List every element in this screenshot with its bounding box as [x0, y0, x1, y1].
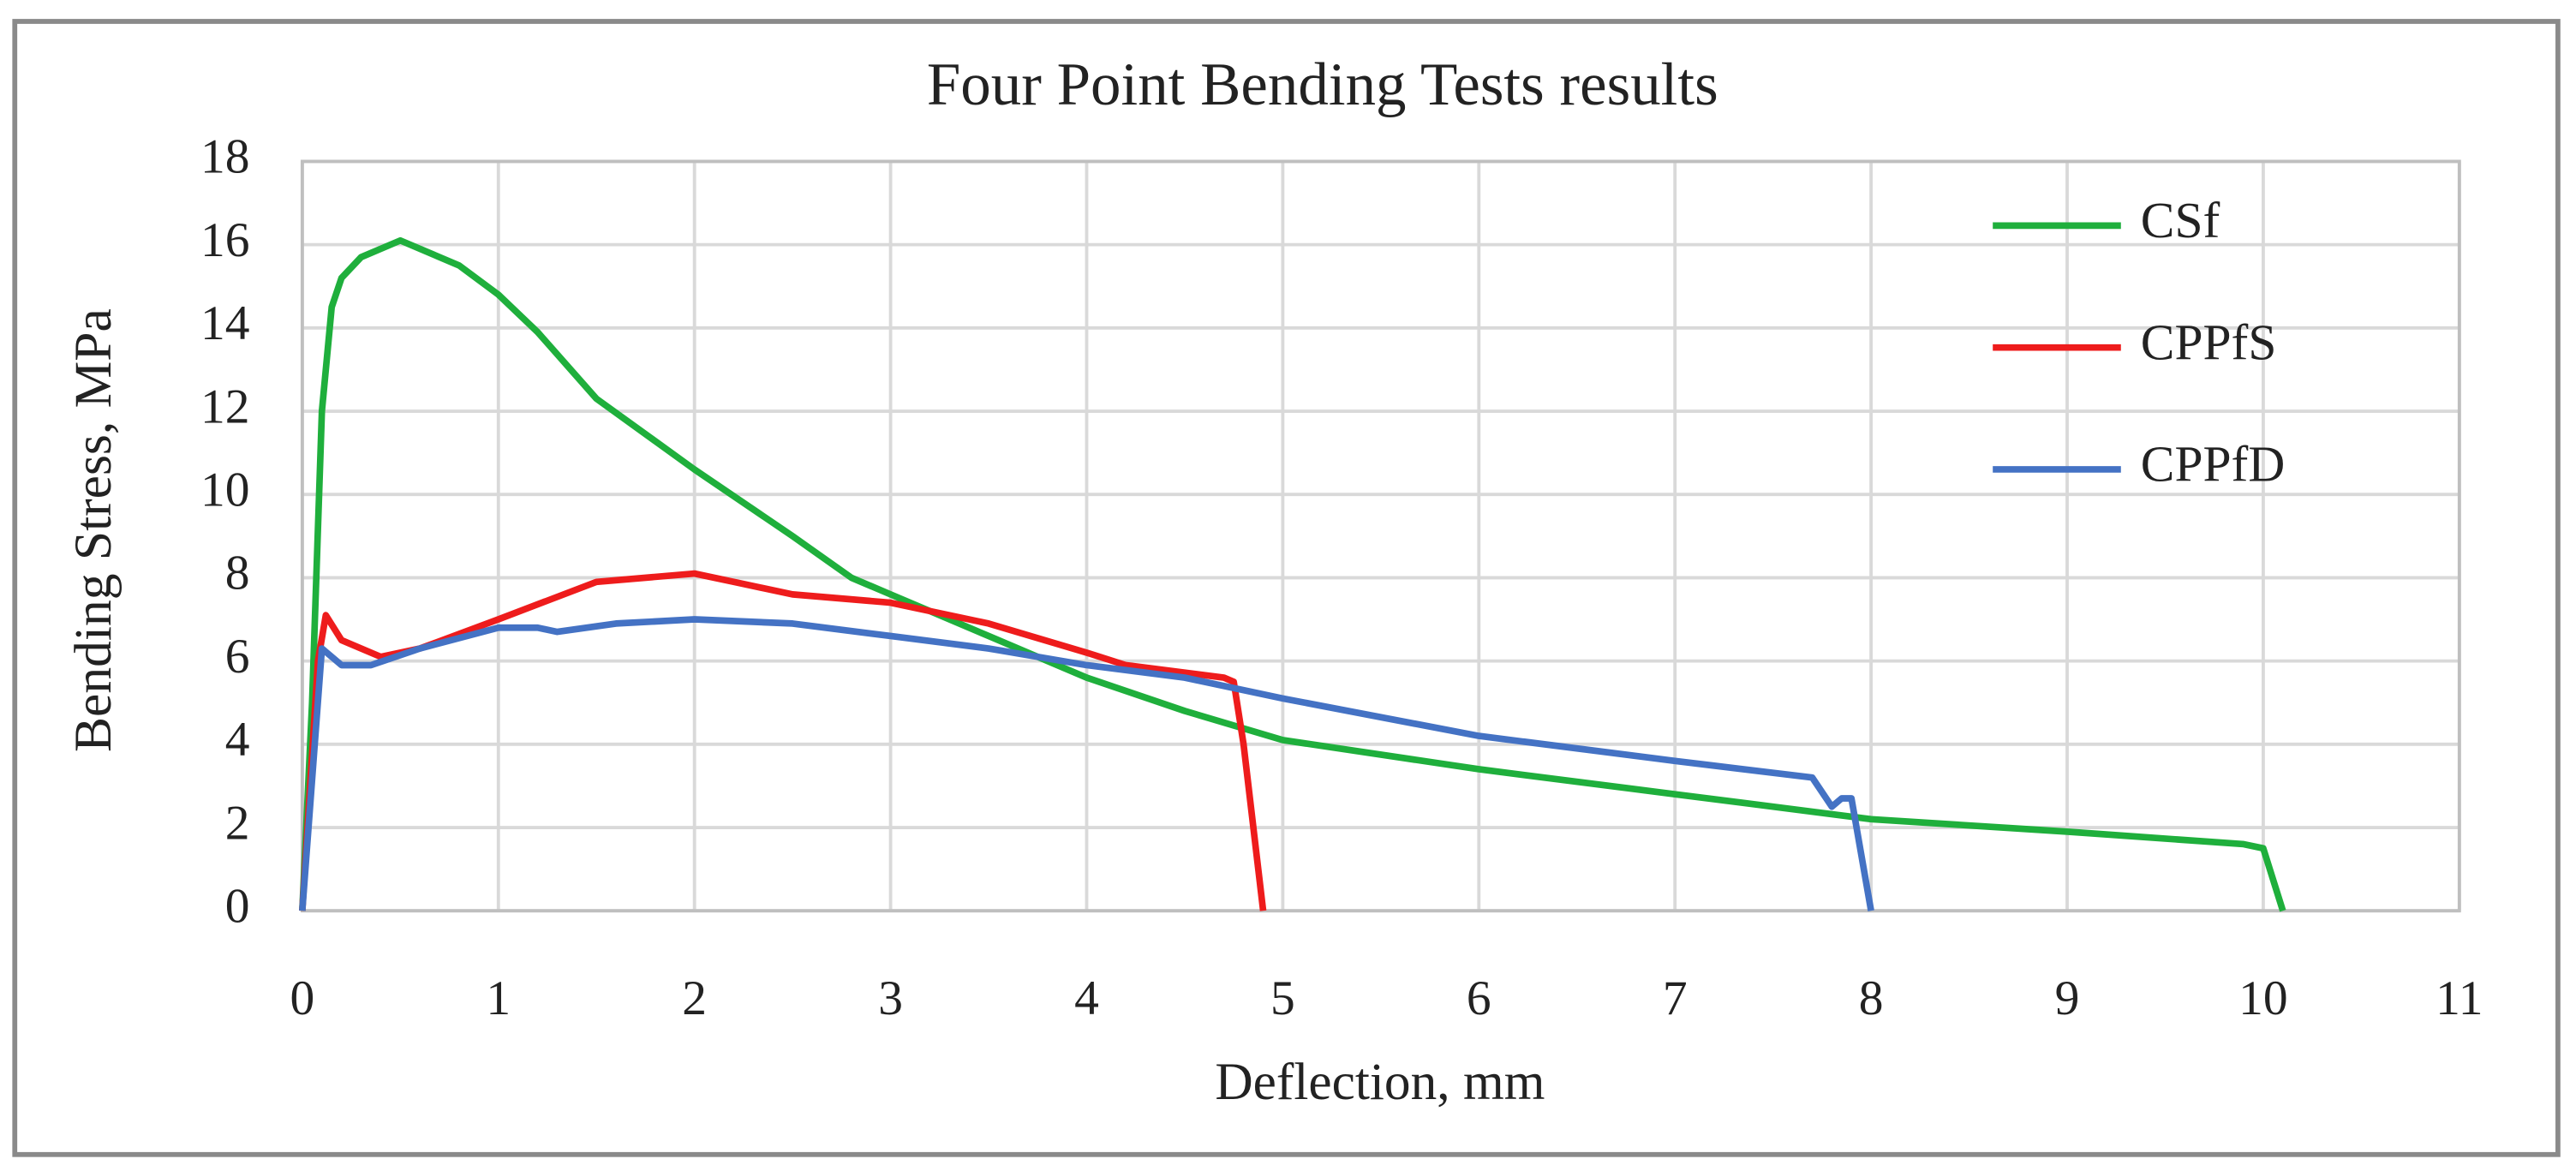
x-tick-label: 8 [1859, 971, 1884, 1025]
x-tick-label: 6 [1467, 971, 1491, 1025]
plot-border [300, 159, 2461, 913]
y-axis-title: Bending Stress, MPa [64, 308, 123, 752]
y-tick-label: 6 [225, 630, 250, 684]
x-tick-label: 0 [290, 971, 314, 1025]
y-tick-label: 16 [200, 213, 250, 267]
y-tick-label: 4 [225, 713, 250, 767]
y-tick-label: 14 [200, 296, 250, 350]
x-tick-label: 3 [878, 971, 903, 1025]
y-tick-label: 0 [225, 879, 250, 933]
legend-label: CPPfS [2141, 314, 2277, 370]
x-tick-label: 2 [682, 971, 707, 1025]
y-tick-label: 8 [225, 547, 250, 600]
x-tick-label: 10 [2238, 971, 2288, 1025]
y-tick-label: 18 [200, 130, 250, 184]
chart-title: Four Point Bending Tests results [927, 51, 1718, 118]
data-line [299, 570, 1267, 911]
data-line [299, 236, 2286, 912]
legend-label: CPPfD [2141, 436, 2285, 493]
x-tick-label: 1 [486, 971, 511, 1025]
x-tick-label: 9 [2055, 971, 2080, 1025]
y-tick-label: 10 [200, 463, 250, 517]
x-tick-label: 7 [1663, 971, 1688, 1025]
x-tick-label: 5 [1270, 971, 1295, 1025]
data-line [299, 616, 1874, 911]
x-tick-label: 11 [2436, 971, 2483, 1025]
x-tick-label: 4 [1074, 971, 1099, 1025]
legend-label: CSf [2141, 192, 2220, 248]
x-axis-title: Deflection, mm [1215, 1053, 1545, 1111]
y-tick-label: 2 [225, 796, 250, 850]
chart-border [12, 19, 2561, 1157]
y-tick-label: 12 [200, 379, 250, 433]
